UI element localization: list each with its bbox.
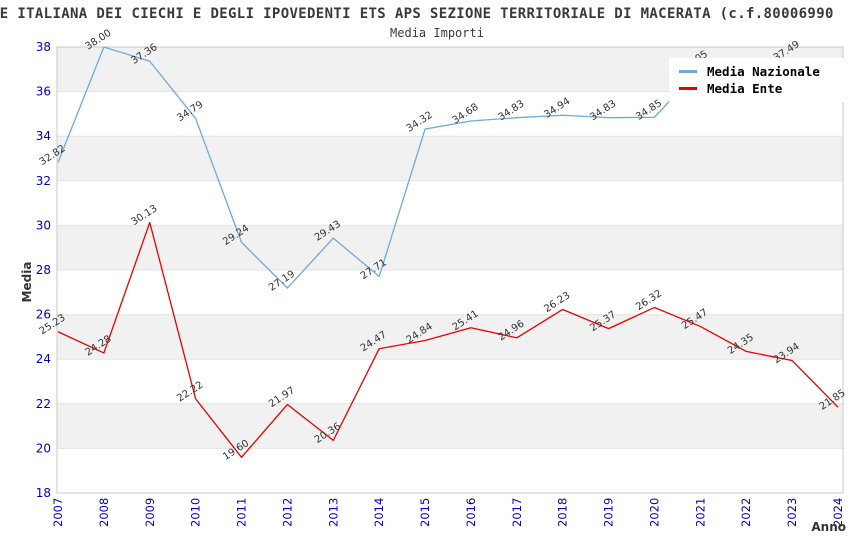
x-tick-label: 2022 xyxy=(739,498,753,527)
data-label: 34.79 xyxy=(175,99,205,124)
plot-band xyxy=(57,225,843,270)
chart-title: NE ITALIANA DEI CIECHI E DEGLI IPOVEDENT… xyxy=(0,3,850,23)
series-line-media-ente xyxy=(57,221,839,458)
y-axis-title: Media xyxy=(20,262,34,303)
legend-label-media-ente: Media Ente xyxy=(707,81,783,96)
plot-border xyxy=(56,46,844,494)
x-tick-label: 2024 xyxy=(831,498,845,527)
x-tick-label: 2015 xyxy=(418,498,432,527)
data-label: 34.68 xyxy=(451,102,481,127)
data-label: 34.83 xyxy=(496,98,526,123)
chart-subtitle: Media Importi xyxy=(390,26,484,40)
y-tick-label: 30 xyxy=(36,218,51,232)
x-tick-label: 2016 xyxy=(464,498,478,527)
x-tick-label: 2008 xyxy=(97,498,111,527)
y-tick-label: 18 xyxy=(36,486,51,500)
x-tick-label: 2014 xyxy=(372,498,386,527)
x-tick-label: 2021 xyxy=(693,498,707,527)
y-tick-label: 28 xyxy=(36,263,51,277)
data-label: 34.83 xyxy=(588,98,618,123)
x-tick-label: 2010 xyxy=(189,498,203,527)
x-tick-label: 2009 xyxy=(143,498,157,527)
data-label: 34.85 xyxy=(634,98,664,123)
x-tick-label: 2018 xyxy=(556,498,570,527)
x-axis-title: Anno xyxy=(811,520,846,534)
legend-label-media-nazionale: Media Nazionale xyxy=(707,64,820,79)
data-label: 30.13 xyxy=(129,203,159,228)
y-tick-label: 32 xyxy=(36,174,51,188)
media-ente-line-swatch-icon xyxy=(679,87,697,90)
media-nazionale-line-swatch-icon xyxy=(679,70,697,73)
plot-band xyxy=(57,314,843,360)
plot-band xyxy=(57,136,843,181)
y-tick-label: 34 xyxy=(36,129,51,143)
x-tick-label: 2017 xyxy=(510,498,524,527)
legend-item-media-nazionale: Media Nazionale xyxy=(679,63,845,80)
data-label: 34.32 xyxy=(405,110,435,135)
y-tick-label: 24 xyxy=(36,352,51,366)
y-tick-label: 36 xyxy=(36,85,51,99)
chart-title-text: NE ITALIANA DEI CIECHI E DEGLI IPOVEDENT… xyxy=(0,6,834,22)
y-tick-label: 22 xyxy=(36,397,51,411)
x-tick-label: 2013 xyxy=(326,498,340,527)
y-tick-label: 38 xyxy=(36,40,51,54)
legend-item-media-ente: Media Ente xyxy=(679,80,845,97)
plot-band xyxy=(57,403,843,449)
x-tick-label: 2019 xyxy=(602,498,616,527)
data-label: 34.94 xyxy=(542,96,572,121)
y-tick-label: 20 xyxy=(36,441,51,455)
data-label: 22.22 xyxy=(175,380,205,405)
legend: Media Nazionale Media Ente xyxy=(669,58,845,102)
x-tick-label: 2007 xyxy=(51,498,65,527)
x-tick-label: 2011 xyxy=(235,498,249,527)
x-tick-label: 2020 xyxy=(647,498,661,527)
y-tick-label: 26 xyxy=(36,308,51,322)
x-tick-label: 2023 xyxy=(785,498,799,527)
x-tick-label: 2012 xyxy=(280,498,294,527)
